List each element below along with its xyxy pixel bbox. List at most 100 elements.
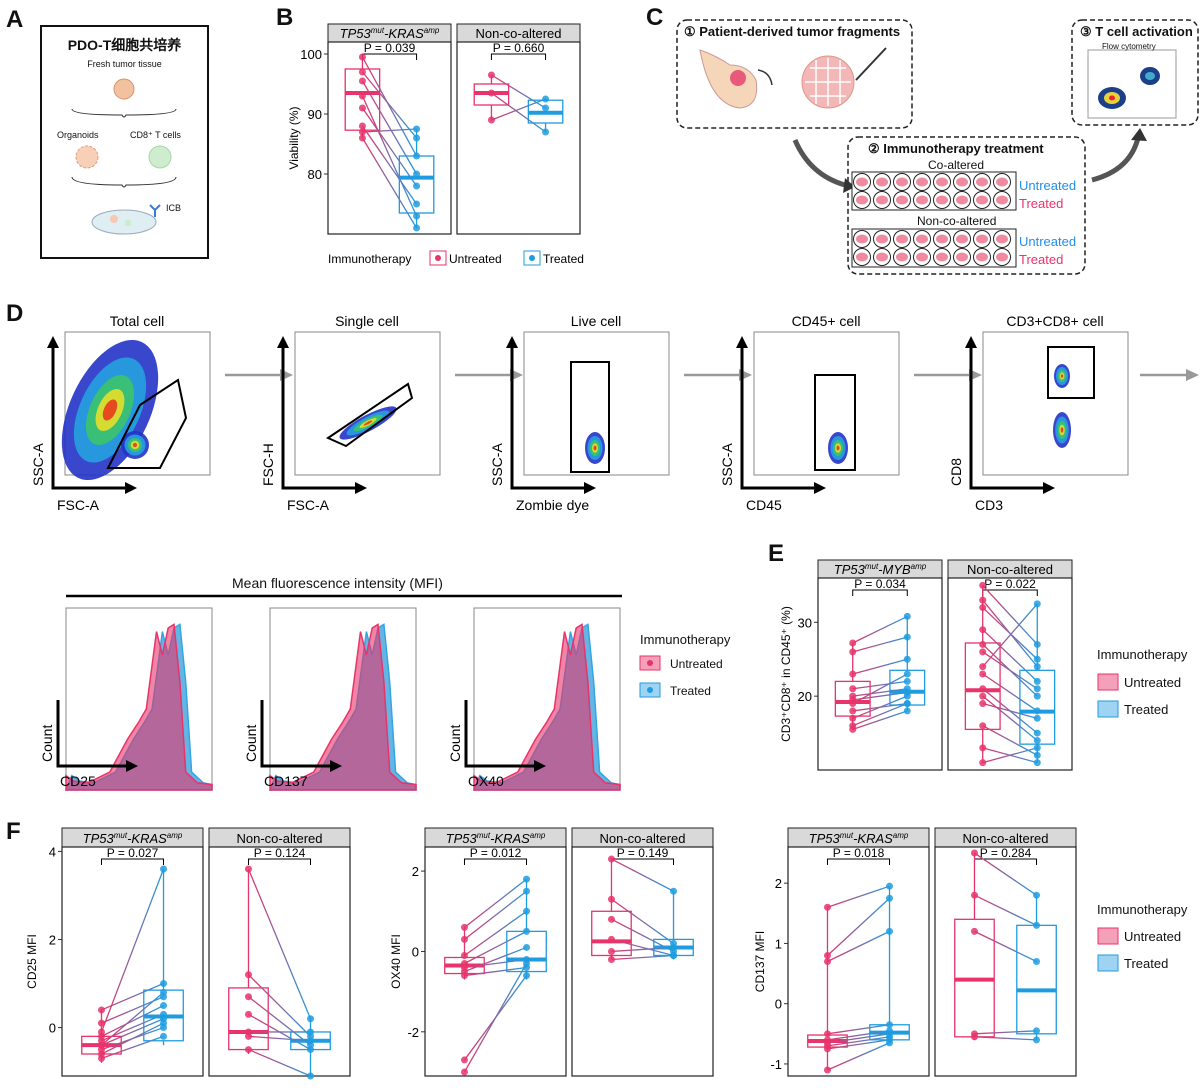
- organoid-in-well-icon: [996, 252, 1008, 262]
- histogram-xlabel: CD137: [264, 773, 308, 789]
- facet-strip-label: TP53mut-KRASamp: [446, 831, 546, 846]
- pair-line: [611, 858, 674, 892]
- organoid-in-well-icon: [956, 252, 968, 262]
- pair-line: [827, 897, 890, 956]
- gating-plot-frame: [294, 331, 441, 476]
- point-untreated: [358, 68, 366, 76]
- pair-line: [982, 584, 1038, 645]
- gating-title: CD45+ cell: [792, 313, 861, 329]
- gating-title: CD3+CD8+ cell: [1006, 313, 1103, 329]
- pair-line: [248, 1048, 311, 1077]
- organoid-in-well-icon: [996, 234, 1008, 244]
- f-legend-untreated: Untreated: [1124, 929, 1182, 944]
- mfi-legend-treated: Treated: [670, 684, 711, 698]
- point-treated: [670, 951, 678, 959]
- pair-line: [611, 954, 674, 961]
- facet-strip-label: Non-co-altered: [967, 562, 1053, 577]
- pair-line: [852, 636, 908, 653]
- untreated-label-2: Untreated: [1019, 234, 1077, 249]
- e-key-untreated: [1097, 673, 1119, 691]
- pair-line: [361, 56, 418, 157]
- point-untreated: [979, 670, 987, 678]
- dish-tcell-icon: [124, 219, 132, 227]
- pair-line: [982, 695, 1038, 741]
- pvalue-label: P = 0.149: [617, 846, 669, 860]
- gate-rect: [570, 361, 610, 473]
- y-tick-label: -2: [407, 1025, 419, 1040]
- pvalue-bracket: [852, 589, 908, 596]
- mfi-legend-untreated: Untreated: [670, 657, 723, 671]
- strip-tspan: mut: [477, 831, 491, 840]
- point-untreated: [460, 1068, 468, 1076]
- point-untreated: [979, 626, 987, 634]
- facet-frame: [456, 41, 581, 235]
- point-treated: [160, 865, 168, 873]
- scalpel-icon: [855, 47, 887, 81]
- pair-line: [982, 673, 1038, 712]
- point-treated: [670, 887, 678, 895]
- flow-arrow-2: [1091, 137, 1141, 183]
- pair-line: [361, 125, 418, 205]
- point-treated: [413, 170, 421, 178]
- facet-frame: [934, 846, 1077, 1077]
- y-tick-label: 90: [308, 107, 322, 122]
- point-untreated: [244, 993, 252, 1001]
- organoid-in-well-icon: [956, 177, 968, 187]
- treated-label-2: Treated: [1019, 252, 1064, 267]
- axis-arrowhead-y: [736, 336, 748, 348]
- pair-line: [248, 974, 311, 1037]
- pair-line: [611, 918, 674, 953]
- point-treated: [307, 1046, 315, 1054]
- organoid-in-well-icon: [916, 177, 928, 187]
- gating-axes: [281, 342, 360, 490]
- organoid-in-well-icon: [916, 252, 928, 262]
- axis-arrowhead-y: [506, 336, 518, 348]
- f-key-treated: [1097, 954, 1119, 972]
- point-treated: [1033, 751, 1041, 759]
- point-untreated: [607, 855, 615, 863]
- legend-untreated: Untreated: [449, 252, 502, 266]
- flow-pop-2-core: [1145, 72, 1155, 80]
- point-untreated: [460, 951, 468, 959]
- point-untreated: [979, 692, 987, 700]
- pair-line: [852, 710, 908, 731]
- point-untreated: [979, 685, 987, 693]
- point-treated: [523, 972, 531, 980]
- gating-xlabel: FSC-A: [57, 497, 100, 513]
- legend-dot-treated: [647, 687, 653, 693]
- axis-arrowhead-x: [1043, 482, 1055, 494]
- y-tick-label: 20: [798, 689, 812, 704]
- point-untreated: [358, 53, 366, 61]
- pair-line: [464, 910, 527, 957]
- point-untreated: [979, 663, 987, 671]
- point-treated: [542, 128, 550, 136]
- pair-line: [464, 930, 527, 965]
- point-treated: [1033, 655, 1041, 663]
- panel-label-c: C: [646, 4, 664, 31]
- point-untreated: [979, 604, 987, 612]
- pair-line: [101, 1022, 164, 1055]
- point-treated: [1033, 891, 1041, 899]
- point-untreated: [97, 1006, 105, 1014]
- point-treated: [307, 1037, 315, 1045]
- point-treated: [307, 1072, 315, 1080]
- point-treated: [886, 927, 894, 935]
- histogram-ylabel: Count: [39, 725, 55, 762]
- gate-rect: [814, 374, 856, 471]
- tcells-label: CD8⁺ T cells: [130, 130, 181, 140]
- pair-line: [491, 92, 546, 133]
- organoid-in-well-icon: [996, 177, 1008, 187]
- organoid-in-well-icon: [856, 252, 868, 262]
- point-treated: [1033, 707, 1041, 715]
- gating-ylabel: SSC-A: [30, 443, 46, 486]
- tumor-icon: [730, 70, 746, 86]
- point-untreated: [358, 122, 366, 130]
- histogram-xlabel: OX40: [468, 773, 504, 789]
- point-treated: [413, 134, 421, 142]
- pair-line: [827, 1024, 890, 1035]
- organoid-in-well-icon: [896, 252, 908, 262]
- e-legend-treated: Treated: [1124, 702, 1169, 717]
- tcell-icon: [148, 145, 172, 169]
- point-untreated: [607, 947, 615, 955]
- pair-line: [101, 991, 164, 1046]
